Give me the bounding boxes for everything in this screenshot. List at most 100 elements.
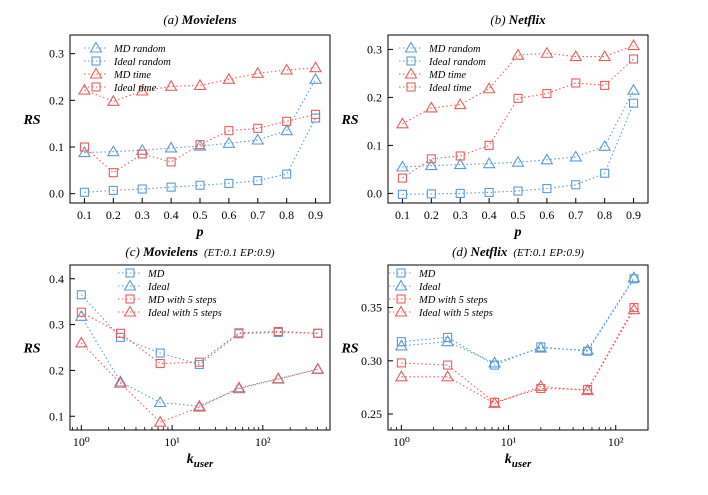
panel-2: (b) Netflix 0.1 0.2 0.3 0.4 0.5 0.6 0.7 0.8 0.9 0.… [340, 12, 649, 240]
x-tick-label: 0.9 [626, 208, 641, 222]
triangle-marker [309, 61, 323, 73]
x-axis-label-sub: user [512, 458, 532, 470]
triangle-marker [311, 362, 325, 375]
legend-triangle-marker [123, 305, 137, 317]
series-line [402, 45, 634, 125]
triangle-marker [540, 46, 554, 58]
triangle-marker [232, 381, 246, 393]
series-line [84, 117, 317, 193]
triangle-marker [424, 101, 438, 113]
triangle-marker [511, 155, 525, 167]
legend-triangle-marker [404, 67, 418, 79]
square-marker [484, 140, 494, 150]
panel-title-prefix: (b) [490, 12, 508, 27]
square-marker [571, 180, 581, 190]
legend-entry: Ideal [118, 279, 170, 293]
square-marker [234, 328, 244, 338]
square-marker [397, 173, 407, 183]
square-marker [513, 186, 523, 196]
square-marker [600, 80, 610, 90]
square-marker [542, 89, 552, 99]
legend-triangle-marker [89, 67, 103, 79]
y-tick-label: 0.1 [367, 138, 382, 152]
legend-label: Ideal random [428, 57, 486, 68]
triangle-marker [534, 379, 548, 391]
legend-label: Ideal time [113, 83, 157, 94]
y-tick-label: 0.0 [49, 187, 64, 201]
series-md-random [395, 83, 641, 172]
triangle-marker [251, 133, 265, 145]
legend-entry: Ideal time [84, 82, 157, 94]
legend-entry: MD time [399, 67, 466, 81]
square-marker [282, 169, 292, 179]
square-marker [224, 126, 234, 136]
square-marker [282, 116, 292, 126]
triangle-marker [534, 341, 548, 353]
series-line [401, 307, 635, 403]
legend-square-marker [406, 56, 416, 66]
panel-title: (a) Movielens [163, 12, 236, 27]
series-line [80, 342, 318, 423]
x-tick-label: 0.2 [106, 208, 121, 222]
triangle-marker [581, 384, 595, 396]
x-tick-label: 0.6 [539, 208, 554, 222]
y-axis-label: RS [22, 113, 40, 128]
legend-entry: Ideal random [84, 56, 171, 68]
legend-label: Ideal [147, 282, 170, 293]
triangle-marker [540, 153, 554, 165]
series-ideal-time [79, 109, 321, 178]
y-tick-label: 0.3 [49, 47, 64, 61]
series-ideal-time [397, 54, 639, 183]
x-axis-label: kuser [505, 452, 532, 470]
legend-square-marker [91, 82, 101, 92]
triangle-marker [280, 63, 294, 75]
triangle-marker [627, 303, 641, 315]
triangle-marker [153, 395, 167, 408]
y-tick-label: 0.35 [361, 301, 382, 315]
x-axis-label: p [514, 225, 522, 240]
x-tick-label: 10⁰ [393, 435, 410, 449]
panel-title-prefix: (d) [452, 244, 470, 259]
triangle-marker [395, 160, 409, 172]
x-tick-label: 0.9 [308, 208, 323, 222]
legend-entry: Ideal with 5 steps [389, 305, 493, 319]
x-tick-label: 0.6 [221, 208, 236, 222]
square-marker [397, 189, 407, 199]
series-ideal-random [397, 98, 639, 199]
legend-label: Ideal with 5 steps [418, 308, 493, 319]
square-marker [79, 142, 89, 152]
square-marker [108, 185, 118, 195]
triangle-marker [193, 139, 207, 151]
triangle-marker [222, 72, 236, 84]
legend-label: MD with 5 steps [418, 295, 488, 306]
legend-square-marker [91, 56, 101, 66]
triangle-marker [482, 157, 496, 169]
x-axis-label-main: k [505, 452, 512, 467]
triangle-marker [135, 84, 149, 96]
triangle-marker [77, 83, 91, 95]
square-marker [137, 184, 147, 194]
square-marker [166, 157, 176, 167]
legend-square-marker [396, 294, 406, 304]
series-line [402, 58, 634, 179]
y-tick-label: 0.0 [367, 186, 382, 200]
square-marker [629, 98, 639, 108]
series-ideal-with-5-steps [394, 303, 641, 408]
x-tick-label: 0.1 [395, 208, 410, 222]
square-marker [571, 78, 581, 88]
triangle-marker [569, 150, 583, 162]
x-tick-label: 10² [255, 435, 271, 449]
x-tick-label: 0.3 [453, 208, 468, 222]
series-line [401, 309, 635, 404]
y-axis-label: RS [340, 113, 358, 128]
triangle-marker [271, 372, 285, 384]
triangle-marker [77, 146, 91, 158]
legend-label: MD [418, 269, 436, 280]
x-axis-label-sub: user [194, 458, 214, 470]
triangle-marker [598, 139, 612, 151]
x-tick-label: 0.5 [511, 208, 526, 222]
x-tick-label: 10¹ [501, 435, 517, 449]
triangle-marker [394, 370, 408, 382]
x-tick-label: 0.3 [135, 208, 150, 222]
